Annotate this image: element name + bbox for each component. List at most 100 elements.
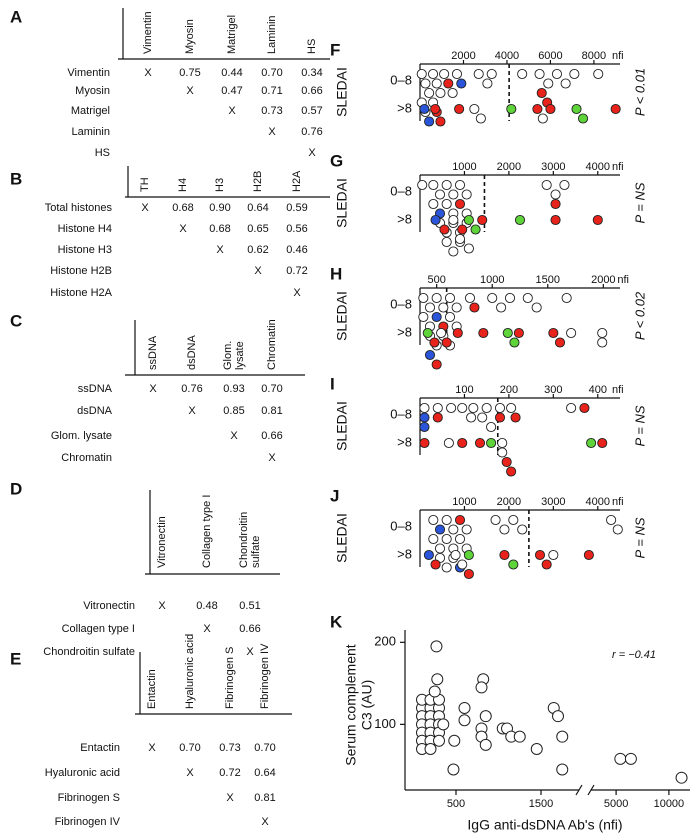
dot xyxy=(457,224,468,235)
table-cell: 0.46 xyxy=(286,244,307,256)
dot xyxy=(541,179,552,191)
dot xyxy=(517,68,528,80)
table-cell: X xyxy=(226,792,234,804)
dot xyxy=(548,327,559,339)
dot xyxy=(550,189,561,200)
dot xyxy=(444,292,456,304)
dot xyxy=(477,214,488,226)
row-label: Fibrinogen S xyxy=(58,792,120,804)
dot xyxy=(428,198,439,210)
dot xyxy=(424,742,437,755)
table-cell: 0.57 xyxy=(301,105,322,117)
dot xyxy=(543,78,554,89)
row-label: HS xyxy=(95,147,110,159)
row-label: Fibrinogen IV xyxy=(55,816,121,828)
dot xyxy=(431,311,442,323)
table-cell: X xyxy=(268,126,276,138)
dot xyxy=(454,233,466,245)
table-cell: X xyxy=(268,452,276,464)
x-tick-label: 500 xyxy=(447,798,465,810)
dot xyxy=(466,412,477,423)
dot xyxy=(451,68,463,80)
y-axis-label: SLEDAI xyxy=(334,291,350,341)
dot xyxy=(541,559,552,570)
table-cell: 0.34 xyxy=(301,67,322,79)
dot xyxy=(486,437,497,449)
dot xyxy=(422,327,433,339)
dot xyxy=(444,311,456,323)
panel-letter: F xyxy=(330,40,340,59)
table-cell: X xyxy=(216,244,224,256)
dot xyxy=(419,421,430,433)
table-cell: 0.47 xyxy=(221,85,242,97)
dot xyxy=(486,421,497,433)
annotation: r = −0.41 xyxy=(612,649,656,661)
dot xyxy=(502,327,513,339)
dot xyxy=(441,198,452,210)
table-cell: 0.72 xyxy=(286,265,307,277)
row-label: Total histones xyxy=(45,202,113,214)
table-cell: X xyxy=(203,623,211,635)
dot xyxy=(419,402,430,414)
column-header: Entactin xyxy=(146,669,158,709)
y-axis-label: C3 (AU) xyxy=(359,680,375,731)
table-cell: X xyxy=(158,600,166,612)
row-label: Myosin xyxy=(75,85,110,97)
table-cell: X xyxy=(228,105,236,117)
dot xyxy=(569,68,580,80)
column-header: Vimentin xyxy=(142,11,154,54)
dot xyxy=(497,447,508,458)
panel-letter: B xyxy=(10,169,22,188)
dot xyxy=(561,292,572,304)
table-cell: X xyxy=(308,147,316,159)
dot xyxy=(597,437,608,449)
dot xyxy=(566,402,577,414)
dot xyxy=(447,763,460,776)
row-label: Vimentin xyxy=(67,67,110,79)
dot xyxy=(438,302,449,313)
x-tick-label: 1500 xyxy=(529,798,553,810)
dot xyxy=(432,402,443,414)
dot xyxy=(458,701,471,714)
dot xyxy=(461,189,472,200)
x-tick-label: 1000 xyxy=(452,161,476,173)
x-tick-label: 500 xyxy=(427,274,445,286)
table-cell: 0.73 xyxy=(219,742,240,754)
dot xyxy=(452,327,463,339)
dot xyxy=(474,437,486,449)
table-cell: 0.90 xyxy=(209,202,230,214)
column-header: Chromatin xyxy=(266,319,278,370)
row-label: Chromatin xyxy=(61,452,112,464)
dot xyxy=(513,730,526,743)
column-header: H2B xyxy=(252,171,264,192)
x-tick-label: 200 xyxy=(500,384,518,396)
panel-letter: G xyxy=(330,151,343,170)
dot xyxy=(448,524,459,535)
dot xyxy=(554,337,566,348)
dot xyxy=(417,179,428,191)
dot xyxy=(424,116,435,127)
x-unit: nfi xyxy=(612,496,624,508)
dot xyxy=(441,236,452,248)
dot xyxy=(545,103,556,115)
dot xyxy=(482,78,493,89)
dot xyxy=(431,673,444,686)
category-label: 0–8 xyxy=(390,183,412,198)
table-cell: X xyxy=(149,383,157,395)
column-header: HS xyxy=(306,39,318,54)
dot xyxy=(624,752,637,765)
dot xyxy=(506,466,517,477)
dot xyxy=(490,514,501,526)
row-label: Matrigel xyxy=(71,105,110,117)
dot xyxy=(424,349,436,361)
dot xyxy=(536,87,547,99)
dot xyxy=(431,292,442,304)
x-tick-label: 10000 xyxy=(654,798,685,810)
x-tick-label: 5000 xyxy=(604,798,628,810)
panel-letter: A xyxy=(10,7,22,26)
dot xyxy=(436,327,447,339)
dot xyxy=(439,224,450,235)
x-tick-label: 2000 xyxy=(591,274,615,286)
dot xyxy=(499,549,510,561)
